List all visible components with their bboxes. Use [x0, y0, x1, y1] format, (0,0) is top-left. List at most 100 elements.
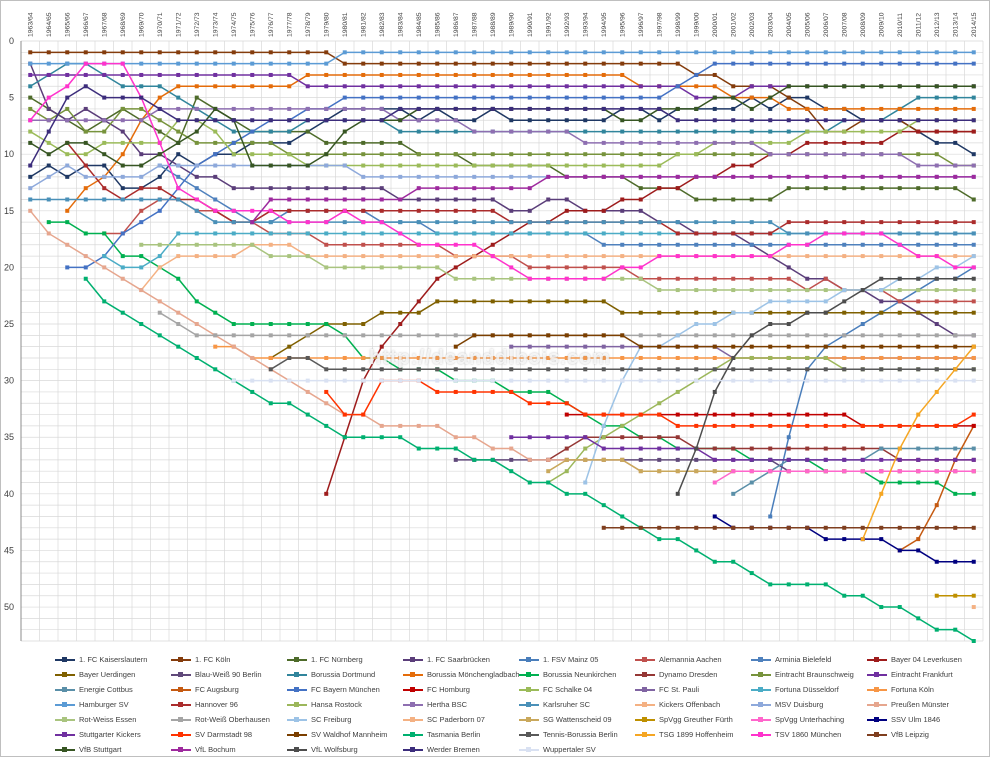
- data-point: [953, 446, 958, 451]
- data-point: [657, 220, 662, 225]
- data-point: [823, 378, 828, 383]
- data-point: [120, 265, 125, 270]
- data-point: [934, 457, 939, 462]
- data-point: [712, 242, 717, 247]
- series-line: [29, 62, 974, 280]
- data-point: [176, 186, 181, 191]
- data-point: [324, 106, 329, 111]
- data-point: [768, 322, 773, 327]
- data-point: [675, 435, 680, 440]
- data-point: [324, 333, 329, 338]
- data-point: [435, 50, 440, 55]
- data-point: [620, 310, 625, 315]
- series-49: [250, 174, 976, 225]
- data-point: [564, 50, 569, 55]
- data-point: [583, 435, 588, 440]
- data-point: [638, 310, 643, 315]
- data-point: [601, 503, 606, 508]
- y-tick-label: 10: [4, 149, 14, 159]
- data-point: [324, 140, 329, 145]
- data-point: [879, 84, 884, 89]
- data-point: [379, 310, 384, 315]
- data-point: [731, 152, 736, 157]
- data-point: [805, 174, 810, 179]
- data-point: [398, 231, 403, 236]
- data-point: [749, 446, 754, 451]
- legend-swatch: [403, 716, 423, 724]
- data-point: [786, 469, 791, 474]
- data-point: [120, 106, 125, 111]
- legend-label: Karlsruher SC: [543, 700, 591, 709]
- data-point: [324, 72, 329, 77]
- data-point: [823, 254, 828, 259]
- data-point: [786, 525, 791, 530]
- data-point: [712, 288, 717, 293]
- data-point: [120, 50, 125, 55]
- data-point: [139, 106, 144, 111]
- data-point: [657, 95, 662, 100]
- plot-area: 1963/64 1964/65 1965/66 1966/67 1967/68 1968/…: [4, 12, 984, 643]
- data-point: [934, 627, 939, 632]
- data-point: [749, 174, 754, 179]
- data-point: [694, 310, 699, 315]
- data-point: [361, 84, 366, 89]
- data-point: [823, 129, 828, 134]
- data-point: [287, 118, 292, 123]
- legend-item: SV Waldhof Mannheim: [287, 727, 403, 742]
- data-point: [601, 72, 606, 77]
- data-point: [601, 163, 606, 168]
- legend-swatch: [171, 701, 191, 709]
- data-point: [879, 378, 884, 383]
- data-point: [675, 186, 680, 191]
- legend-swatch: [171, 746, 191, 754]
- data-point: [583, 412, 588, 417]
- data-point: [305, 84, 310, 89]
- data-point: [120, 276, 125, 281]
- data-point: [453, 299, 458, 304]
- data-point: [786, 231, 791, 236]
- data-point: [694, 355, 699, 360]
- data-point: [287, 50, 292, 55]
- legend-label: Tennis-Borussia Berlin: [543, 730, 618, 739]
- data-point: [953, 378, 958, 383]
- data-point: [805, 412, 810, 417]
- data-point: [749, 242, 754, 247]
- data-point: [527, 231, 532, 236]
- data-point: [934, 276, 939, 281]
- data-point: [805, 129, 810, 134]
- data-point: [213, 231, 218, 236]
- legend-item: Borussia Neunkirchen: [519, 667, 635, 682]
- data-point: [694, 50, 699, 55]
- data-point: [786, 333, 791, 338]
- data-point: [546, 435, 551, 440]
- data-point: [675, 242, 680, 247]
- data-point: [28, 106, 33, 111]
- data-point: [620, 525, 625, 530]
- legend-swatch: [635, 671, 655, 679]
- data-point: [583, 254, 588, 259]
- legend-item: Hannover 96: [171, 697, 287, 712]
- data-point: [768, 288, 773, 293]
- data-point: [694, 174, 699, 179]
- data-point: [361, 197, 366, 202]
- data-point: [638, 61, 643, 66]
- legend-swatch: [287, 686, 307, 694]
- y-tick-label: 20: [4, 262, 14, 272]
- data-point: [842, 50, 847, 55]
- data-point: [176, 61, 181, 66]
- data-point: [768, 469, 773, 474]
- data-point: [564, 333, 569, 338]
- data-point: [546, 163, 551, 168]
- data-point: [731, 174, 736, 179]
- data-point: [583, 457, 588, 462]
- data-point: [786, 310, 791, 315]
- data-point: [28, 95, 33, 100]
- data-point: [879, 423, 884, 428]
- data-point: [102, 95, 107, 100]
- data-point: [971, 84, 976, 89]
- data-point: [675, 446, 680, 451]
- data-point: [897, 220, 902, 225]
- legend-item: Fortuna Düsseldorf: [751, 682, 867, 697]
- data-point: [176, 95, 181, 100]
- series-line: [30, 198, 974, 235]
